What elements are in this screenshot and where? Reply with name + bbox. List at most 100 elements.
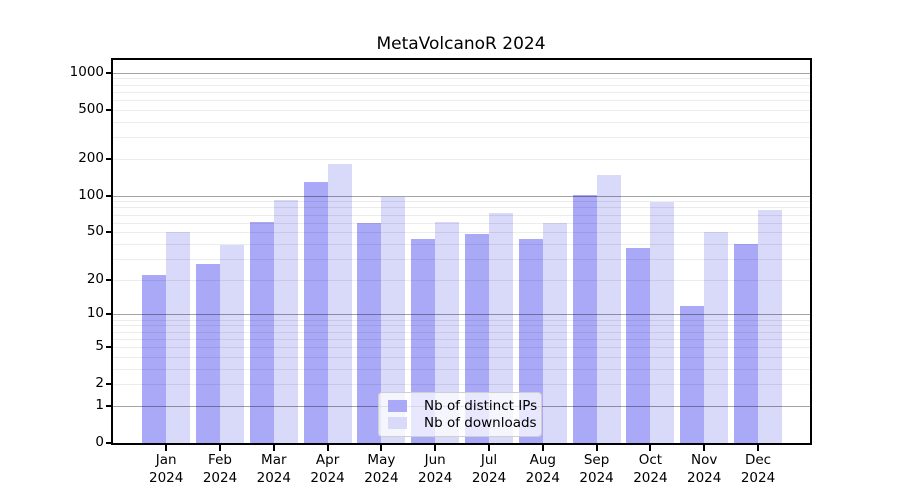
- minor-gridline: [113, 137, 810, 139]
- bar-feb-downloads: [220, 245, 244, 443]
- y-tick-mark: [106, 157, 113, 160]
- y-tick-label: 200: [78, 149, 104, 166]
- major-gridline: [113, 195, 810, 197]
- minor-gridline: [113, 258, 810, 260]
- minor-gridline: [113, 91, 810, 93]
- x-tick-mark: [703, 445, 706, 451]
- minor-gridline: [113, 222, 810, 224]
- minor-gridline: [113, 100, 810, 102]
- minor-gridline: [113, 384, 810, 386]
- bar-dec-distinct-ips: [734, 243, 758, 443]
- minor-gridline: [113, 338, 810, 340]
- x-tick-label: Jul 2024: [471, 452, 507, 486]
- x-tick-mark: [541, 445, 544, 451]
- bar-mar-distinct-ips: [249, 221, 274, 443]
- y-tick-label: 20: [86, 270, 104, 287]
- bar-nov-distinct-ips: [680, 305, 705, 443]
- major-gridline: [113, 72, 810, 74]
- x-tick-label: Mar 2024: [256, 452, 291, 486]
- bar-apr-downloads: [327, 164, 352, 443]
- minor-gridline: [113, 346, 810, 348]
- bar-oct-downloads: [650, 201, 675, 443]
- legend-swatch-distinct-ips: [388, 399, 407, 412]
- legend-label-downloads: Nb of downloads: [424, 415, 537, 432]
- minor-gridline: [113, 243, 810, 245]
- legend-row-distinct-ips: Nb of distinct IPs: [388, 398, 537, 414]
- minor-gridline: [113, 319, 810, 321]
- x-tick-mark: [165, 445, 168, 451]
- bar-jan-distinct-ips: [142, 274, 167, 443]
- x-tick-mark: [649, 445, 652, 451]
- x-tick-label: Jan 2024: [149, 452, 184, 486]
- minor-gridline: [113, 201, 810, 203]
- x-tick-mark: [219, 445, 221, 451]
- y-tick-mark: [106, 404, 113, 407]
- x-tick-label: Dec 2024: [740, 452, 776, 486]
- x-tick-label: Oct 2024: [633, 452, 668, 486]
- bar-apr-distinct-ips: [303, 181, 328, 443]
- y-tick-mark: [106, 71, 113, 74]
- minor-gridline: [113, 325, 810, 327]
- x-tick-label: Feb 2024: [202, 452, 238, 486]
- minor-gridline: [113, 84, 810, 86]
- y-tick-label: 2: [95, 375, 104, 392]
- y-tick-mark: [106, 345, 113, 348]
- x-tick-mark: [272, 445, 275, 451]
- y-tick-mark: [106, 313, 113, 316]
- x-tick-mark: [488, 445, 490, 451]
- x-tick-label: Nov 2024: [687, 452, 722, 486]
- minor-gridline: [113, 356, 810, 358]
- y-tick-mark: [106, 231, 113, 234]
- y-tick-label: 50: [86, 223, 104, 240]
- x-tick-mark: [595, 445, 598, 451]
- minor-gridline: [113, 232, 810, 234]
- legend-swatch-downloads: [388, 417, 407, 430]
- minor-gridline: [113, 78, 810, 80]
- y-tick-mark: [106, 278, 113, 281]
- chart-title: MetaVolcanoR 2024: [376, 34, 546, 54]
- minor-gridline: [113, 158, 810, 160]
- legend: Nb of distinct IPs Nb of downloads: [378, 392, 542, 437]
- y-tick-mark: [106, 442, 113, 444]
- bar-sep-downloads: [596, 174, 621, 443]
- y-tick-label: 100: [78, 186, 104, 203]
- y-tick-label: 500: [78, 100, 104, 117]
- minor-gridline: [113, 331, 810, 333]
- x-tick-mark: [757, 445, 759, 451]
- bar-jan-downloads: [166, 232, 191, 443]
- y-tick-mark: [106, 108, 113, 111]
- minor-gridline: [113, 109, 810, 111]
- bar-may-distinct-ips: [357, 222, 382, 443]
- x-tick-mark: [326, 445, 329, 451]
- legend-row-downloads: Nb of downloads: [388, 415, 537, 431]
- bar-oct-distinct-ips: [626, 248, 651, 443]
- minor-gridline: [113, 214, 810, 216]
- bar-feb-distinct-ips: [196, 264, 220, 443]
- major-gridline: [113, 314, 810, 316]
- bar-mar-downloads: [273, 200, 298, 443]
- y-tick-label: 0: [95, 434, 104, 450]
- minor-gridline: [113, 121, 810, 123]
- minor-gridline: [113, 368, 810, 370]
- bar-nov-downloads: [704, 232, 729, 443]
- x-tick-label: May 2024: [364, 452, 399, 486]
- x-tick-label: Apr 2024: [310, 452, 345, 486]
- y-tick-label: 5: [95, 337, 104, 354]
- x-tick-mark: [380, 445, 383, 451]
- bar-aug-downloads: [542, 222, 567, 443]
- minor-gridline: [113, 279, 810, 281]
- x-tick-label: Aug 2024: [525, 452, 560, 486]
- y-tick-mark: [106, 194, 113, 197]
- legend-label-distinct-ips: Nb of distinct IPs: [424, 397, 538, 414]
- x-tick-mark: [434, 445, 437, 451]
- y-tick-mark: [106, 383, 113, 386]
- x-tick-label: Jun 2024: [418, 452, 453, 486]
- y-tick-label: 1: [95, 396, 104, 413]
- x-tick-label: Sep 2024: [579, 452, 614, 486]
- bar-dec-downloads: [758, 209, 782, 443]
- y-tick-label: 1000: [69, 63, 104, 80]
- bar-sep-distinct-ips: [572, 194, 597, 443]
- y-tick-label: 10: [86, 305, 104, 322]
- minor-gridline: [113, 207, 810, 209]
